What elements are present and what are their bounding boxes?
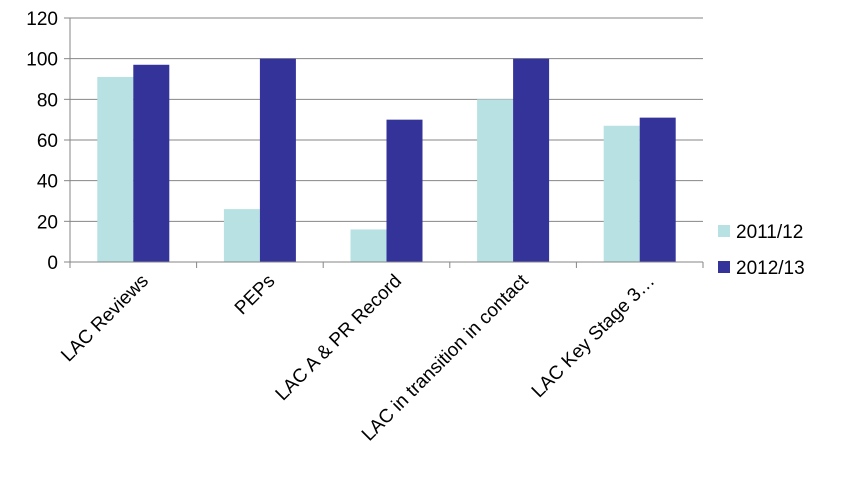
bar-2012-13 — [133, 64, 170, 263]
x-tick-label: PEPs — [231, 271, 279, 319]
legend-label: 2012/13 — [736, 258, 805, 279]
bar-2011-12 — [477, 99, 514, 262]
bar-2011-12 — [223, 209, 260, 262]
axes — [69, 18, 704, 268]
x-tick-label: LAC Key Stage 3… — [528, 271, 659, 402]
bar-2012-13 — [639, 117, 676, 262]
y-tick-label: 0 — [47, 253, 58, 274]
y-tick-label: 80 — [37, 90, 58, 111]
bars — [97, 58, 676, 263]
y-axis-ticks: 0 20 40 60 80 100 120 — [26, 9, 70, 274]
bar-2012-13 — [259, 58, 296, 262]
legend-swatch — [718, 225, 730, 237]
y-tick-label: 120 — [26, 9, 58, 30]
legend: 2011/12 2012/13 — [718, 222, 805, 279]
legend-swatch — [718, 261, 730, 273]
y-tick-label: 100 — [26, 50, 58, 71]
bar-2011-12 — [603, 125, 640, 263]
x-tick-label: LAC Reviews — [57, 271, 152, 366]
y-tick-label: 40 — [37, 172, 58, 193]
bar-2012-13 — [513, 58, 550, 262]
x-tick-label: LAC A & PR Record — [272, 271, 406, 405]
legend-label: 2011/12 — [736, 222, 803, 243]
bar-2012-13 — [386, 119, 423, 263]
y-tick-label: 20 — [37, 212, 58, 233]
bar-2011-12 — [97, 76, 134, 262]
y-tick-label: 60 — [37, 131, 58, 152]
bar-2011-12 — [350, 229, 387, 262]
